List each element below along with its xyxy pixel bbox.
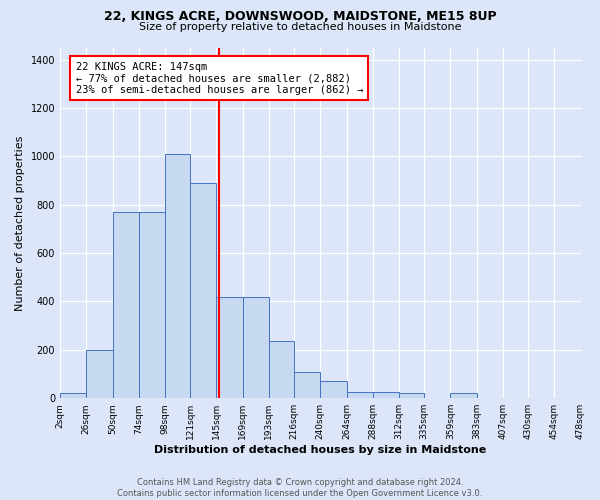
Bar	[451, 394, 476, 398]
Bar	[60, 394, 86, 398]
Bar	[320, 382, 347, 398]
Bar	[217, 296, 242, 398]
Bar	[190, 183, 217, 398]
Bar	[86, 350, 113, 398]
Bar	[373, 392, 399, 398]
Bar	[347, 392, 373, 398]
Bar	[399, 394, 424, 398]
Text: 22, KINGS ACRE, DOWNSWOOD, MAIDSTONE, ME15 8UP: 22, KINGS ACRE, DOWNSWOOD, MAIDSTONE, ME…	[104, 10, 496, 23]
Bar	[139, 212, 165, 398]
Bar	[242, 296, 269, 398]
X-axis label: Distribution of detached houses by size in Maidstone: Distribution of detached houses by size …	[154, 445, 487, 455]
Bar	[113, 212, 139, 398]
Text: Size of property relative to detached houses in Maidstone: Size of property relative to detached ho…	[139, 22, 461, 32]
Y-axis label: Number of detached properties: Number of detached properties	[15, 135, 25, 310]
Text: Contains HM Land Registry data © Crown copyright and database right 2024.
Contai: Contains HM Land Registry data © Crown c…	[118, 478, 482, 498]
Bar	[165, 154, 190, 398]
Bar	[269, 342, 294, 398]
Text: 22 KINGS ACRE: 147sqm
← 77% of detached houses are smaller (2,882)
23% of semi-d: 22 KINGS ACRE: 147sqm ← 77% of detached …	[76, 62, 363, 94]
Bar	[294, 372, 320, 398]
